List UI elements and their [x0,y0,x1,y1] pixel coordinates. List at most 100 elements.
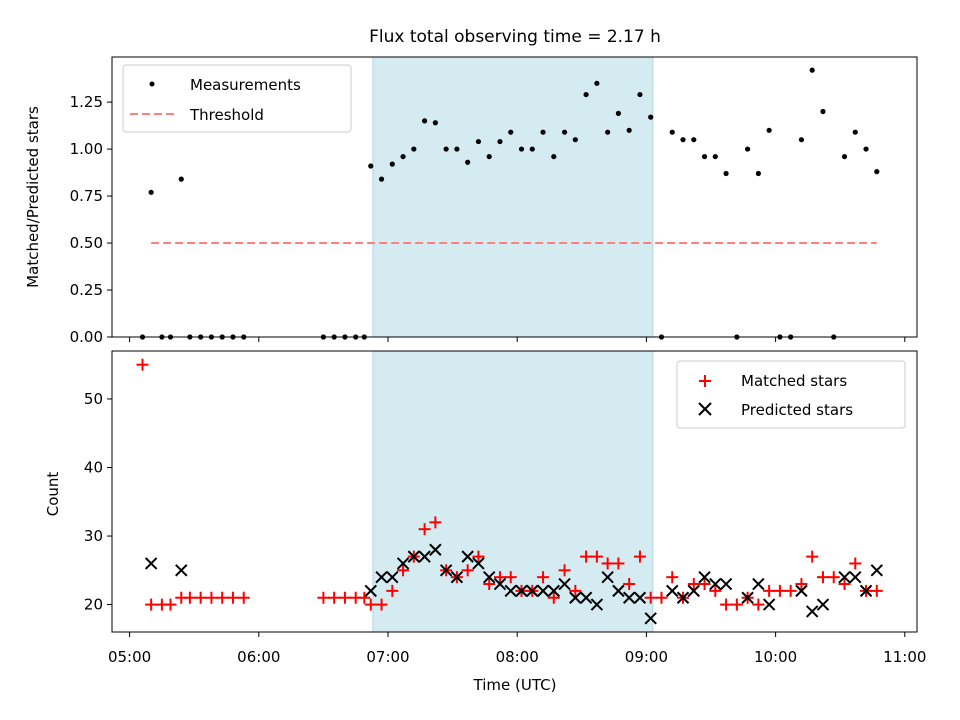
predicted-star-point [709,577,722,591]
matched-star-point [655,591,668,604]
predicted-star-point [450,570,464,584]
matched-star-point [504,571,517,584]
predicted-star-point [429,543,442,556]
measurement-point [680,137,686,143]
matched-star-point [806,550,819,563]
predicted-star-point [676,591,690,604]
matched-star-point [601,557,614,570]
measurement-point [594,80,600,86]
bottom-y-axis-label: Count [44,472,62,517]
matched-star-point [397,564,410,577]
predicted-star-point [752,577,765,591]
measurement-point [454,146,460,152]
matched-star-point [666,571,679,584]
measurement-point [529,146,535,152]
predicted-star-point [644,612,657,625]
measurement-point [809,67,815,73]
measurement-point [508,129,514,135]
matched-star-point [183,591,196,604]
top-x-axis-ticks [129,337,906,342]
measurement-point [701,153,708,160]
matched-star-point [328,591,341,604]
matched-star-point [827,571,840,584]
x-tick-label: 05:00 [108,648,151,666]
y-tick-label: 0.75 [70,187,103,205]
matched-star-point [784,584,797,597]
measurement-point [551,153,557,160]
predicted-star-point [396,557,410,570]
predicted-star-point [666,584,679,598]
matched-star-point [145,598,158,611]
y-tick-label: 0.50 [70,234,103,252]
measurement-point [378,176,385,182]
matched-star-point [752,598,765,611]
predicted-star-point [859,584,873,598]
predicted-star-point [569,591,582,604]
predicted-star-point [418,550,431,563]
matched-star-point [816,571,829,584]
matched-star-point [205,591,218,604]
matched-star-point [623,578,636,591]
matched-star-point [849,557,862,570]
matched-star-point [644,591,657,604]
predicted-star-point [386,570,399,584]
measurement-point [723,170,729,177]
predicted-star-point [482,570,496,584]
predicted-star-point [579,591,593,604]
y-tick-label: 0.25 [70,281,103,299]
x-tick-label: 10:00 [754,648,797,666]
measurement-point [497,138,503,145]
predicted-star-point [472,557,485,570]
matched-star-point [418,523,431,536]
matched-star-point [136,358,149,371]
matched-star-point [537,571,550,584]
bottom-legend-box [676,360,906,429]
predicted-star-point [719,577,733,591]
x-tick-label: 08:00 [496,648,539,666]
measurement-point [389,161,395,167]
y-tick-label: 1.25 [70,93,103,111]
measurement-point [443,146,449,152]
predicted-star-point [622,591,636,604]
measurement-point [400,153,406,160]
matched-star-point [375,598,388,611]
matched-star-point [730,598,743,611]
predicted-star-point [838,570,851,584]
predicted-star-point [144,557,158,570]
top-y-axis-ticks: 0.00 0.25 0.50 0.75 1.00 1.25 [70,93,112,346]
matched-star-point [386,584,399,597]
predicted-star-point [558,577,571,591]
measurement-point [583,91,589,98]
x-tick-label: 07:00 [366,648,409,666]
measurement-point [841,153,848,160]
predicted-star-point [461,550,474,563]
measurement-point [798,137,805,143]
matched-star-points [136,358,883,611]
measurement-point [615,110,622,116]
matched-star-point [633,550,646,563]
top-shaded-span [372,57,653,337]
matched-star-point [429,516,442,529]
measurement-point [766,127,772,133]
predicted-star-point [741,591,754,604]
y-tick-label: 1.00 [70,140,103,158]
predicted-star-point [849,570,862,584]
measurement-point [475,138,482,145]
y-tick-label: 0.00 [70,328,103,346]
x-tick-label: 11:00 [883,648,926,666]
chart-title: Flux total observing time = 2.17 h [369,27,661,47]
measurement-point [755,170,761,177]
measurement-point [148,189,154,195]
x-axis-label: Time (UTC) [473,676,557,694]
predicted-star-point [375,570,388,584]
matched-star-point [472,550,485,563]
predicted-star-point [439,564,453,577]
matched-star-point [194,591,207,604]
predicted-star-point [805,605,819,618]
predicted-star-point [364,584,377,598]
measurement-point [540,129,546,135]
legend-matched-marker [699,375,711,387]
predicted-star-point [590,598,604,611]
matched-star-point [164,598,177,611]
